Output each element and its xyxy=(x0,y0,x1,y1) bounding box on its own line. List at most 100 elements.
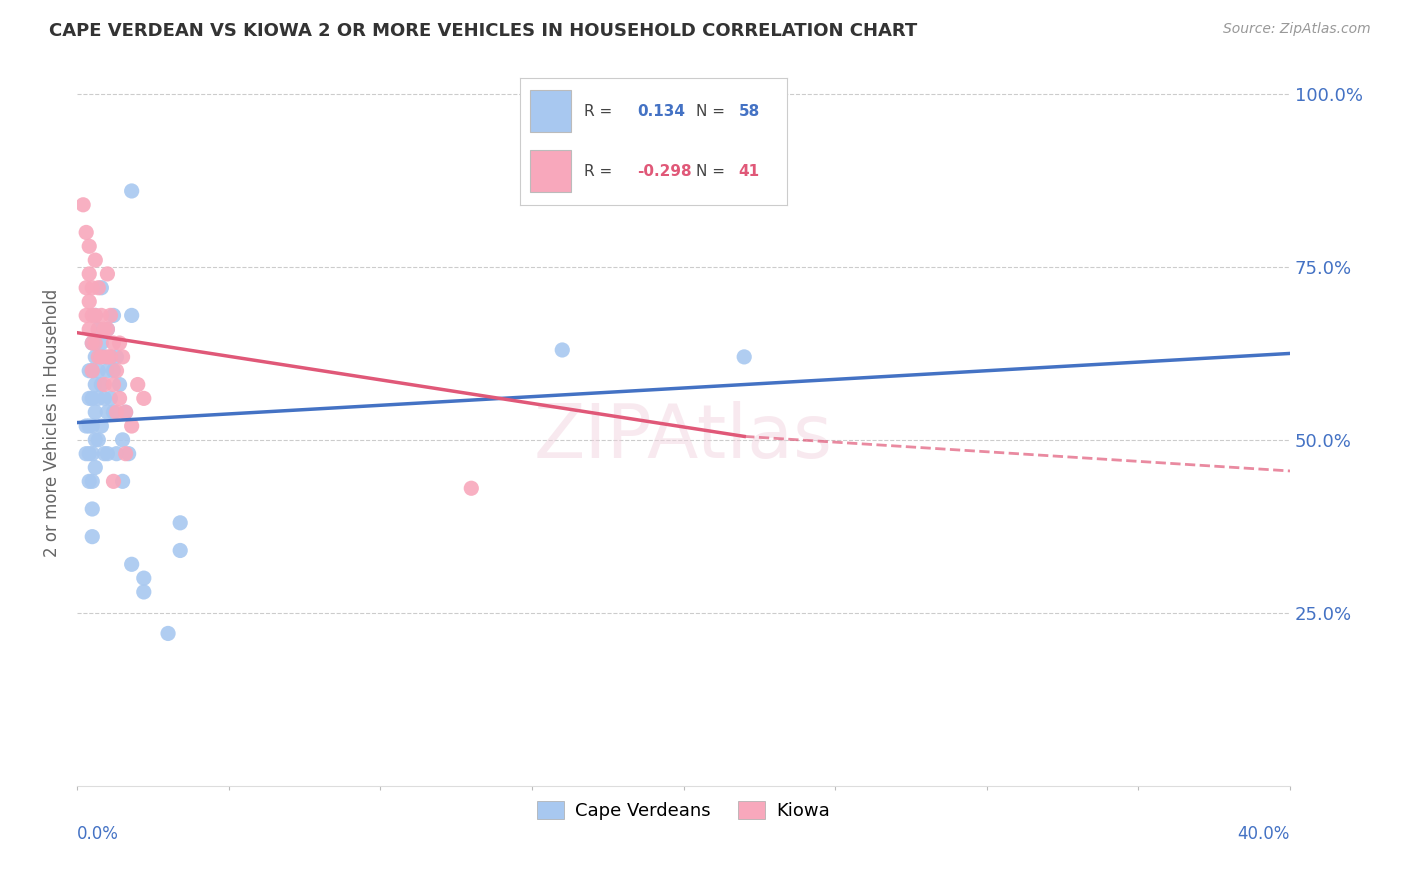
Point xyxy=(90,419,112,434)
Point xyxy=(103,377,125,392)
Point xyxy=(82,530,104,544)
Point xyxy=(121,309,143,323)
Point xyxy=(103,336,125,351)
Point xyxy=(87,350,110,364)
Point xyxy=(114,405,136,419)
Point xyxy=(75,419,97,434)
Point xyxy=(96,364,118,378)
Point xyxy=(169,516,191,530)
Point xyxy=(82,309,104,323)
Point xyxy=(84,405,107,419)
Point xyxy=(121,419,143,434)
Text: Source: ZipAtlas.com: Source: ZipAtlas.com xyxy=(1223,22,1371,37)
Point xyxy=(77,239,100,253)
Text: ZIPAtlas: ZIPAtlas xyxy=(534,401,834,474)
Point xyxy=(77,419,100,434)
Point xyxy=(82,392,104,406)
Point xyxy=(100,350,122,364)
Point xyxy=(117,447,139,461)
Point xyxy=(77,447,100,461)
Point xyxy=(77,294,100,309)
Point xyxy=(87,322,110,336)
Point xyxy=(100,350,122,364)
Point xyxy=(132,585,155,599)
Text: 0.0%: 0.0% xyxy=(77,825,120,844)
Point xyxy=(93,322,115,336)
Point xyxy=(121,558,143,572)
Point xyxy=(84,350,107,364)
Point xyxy=(105,447,128,461)
Point xyxy=(90,377,112,392)
Point xyxy=(84,253,107,268)
Y-axis label: 2 or more Vehicles in Household: 2 or more Vehicles in Household xyxy=(44,288,60,557)
Point xyxy=(157,626,180,640)
Point xyxy=(82,502,104,516)
Point xyxy=(108,336,131,351)
Point xyxy=(96,322,118,336)
Point xyxy=(82,447,104,461)
Point xyxy=(82,419,104,434)
Point xyxy=(93,377,115,392)
Point xyxy=(114,405,136,419)
Point xyxy=(90,350,112,364)
Point xyxy=(103,364,125,378)
Point xyxy=(111,350,134,364)
Point xyxy=(75,281,97,295)
Point xyxy=(87,281,110,295)
Point xyxy=(121,184,143,198)
Point xyxy=(96,267,118,281)
Point xyxy=(84,377,107,392)
Point xyxy=(77,364,100,378)
Point xyxy=(132,392,155,406)
Point xyxy=(77,322,100,336)
Point xyxy=(103,309,125,323)
Point xyxy=(108,392,131,406)
Point xyxy=(96,322,118,336)
Point xyxy=(103,475,125,489)
Point xyxy=(75,309,97,323)
Point xyxy=(87,364,110,378)
Point xyxy=(105,364,128,378)
Point xyxy=(87,433,110,447)
Point xyxy=(82,281,104,295)
Point xyxy=(82,364,104,378)
Point xyxy=(87,322,110,336)
Point xyxy=(77,392,100,406)
Point xyxy=(103,405,125,419)
Point xyxy=(111,475,134,489)
Point xyxy=(90,309,112,323)
Point xyxy=(733,350,755,364)
Point xyxy=(84,309,107,323)
Point xyxy=(77,267,100,281)
Point xyxy=(96,405,118,419)
Point xyxy=(114,447,136,461)
Point xyxy=(72,198,94,212)
Point xyxy=(84,433,107,447)
Point xyxy=(75,226,97,240)
Point xyxy=(82,336,104,351)
Point xyxy=(105,405,128,419)
Point xyxy=(82,475,104,489)
Point xyxy=(93,447,115,461)
Point xyxy=(96,447,118,461)
Point xyxy=(87,392,110,406)
Point xyxy=(77,475,100,489)
Point xyxy=(84,309,107,323)
Point xyxy=(100,309,122,323)
Point xyxy=(551,343,574,357)
Point xyxy=(108,377,131,392)
Point xyxy=(93,350,115,364)
Point xyxy=(90,281,112,295)
Legend: Cape Verdeans, Kiowa: Cape Verdeans, Kiowa xyxy=(530,794,837,828)
Point xyxy=(84,460,107,475)
Point xyxy=(75,447,97,461)
Point xyxy=(90,336,112,351)
Point xyxy=(84,336,107,351)
Point xyxy=(100,392,122,406)
Text: 40.0%: 40.0% xyxy=(1237,825,1291,844)
Point xyxy=(460,481,482,495)
Point xyxy=(132,571,155,585)
Point xyxy=(105,350,128,364)
Point xyxy=(127,377,149,392)
Text: CAPE VERDEAN VS KIOWA 2 OR MORE VEHICLES IN HOUSEHOLD CORRELATION CHART: CAPE VERDEAN VS KIOWA 2 OR MORE VEHICLES… xyxy=(49,22,918,40)
